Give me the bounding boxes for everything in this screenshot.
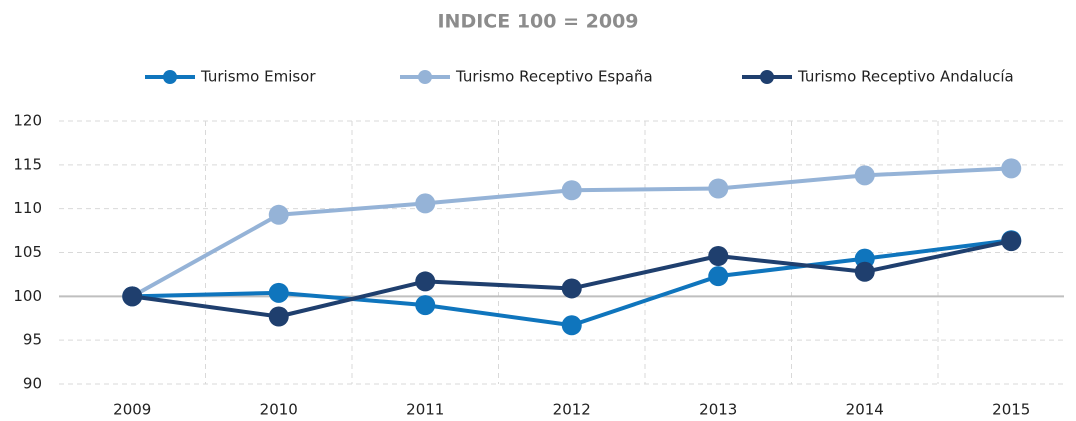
legend-marker bbox=[418, 70, 432, 84]
x-tick-label: 2013 bbox=[699, 401, 737, 419]
y-tick-label: 115 bbox=[13, 155, 42, 173]
data-point bbox=[122, 286, 143, 307]
y-tick-label: 105 bbox=[13, 243, 42, 261]
x-tick-label: 2015 bbox=[992, 401, 1030, 419]
data-point bbox=[268, 306, 289, 327]
data-point bbox=[561, 315, 582, 336]
y-tick-label: 110 bbox=[13, 199, 42, 217]
x-tick-label: 2014 bbox=[846, 401, 884, 419]
data-point bbox=[854, 165, 875, 186]
y-tick-label: 90 bbox=[23, 375, 42, 393]
x-tick-label: 2011 bbox=[406, 401, 444, 419]
data-point bbox=[561, 278, 582, 299]
data-point bbox=[1001, 158, 1022, 179]
chart-title: INDICE 100 = 2009 bbox=[437, 11, 638, 33]
data-point bbox=[854, 261, 875, 282]
y-tick-label: 120 bbox=[13, 112, 42, 130]
data-point bbox=[415, 295, 436, 316]
y-tick-label: 100 bbox=[13, 287, 42, 305]
data-point bbox=[708, 178, 729, 199]
data-point bbox=[708, 266, 729, 287]
data-point bbox=[708, 246, 729, 267]
x-tick-label: 2010 bbox=[260, 401, 298, 419]
data-point bbox=[561, 180, 582, 201]
data-point bbox=[415, 193, 436, 214]
legend-marker bbox=[163, 70, 177, 84]
data-point bbox=[1001, 231, 1022, 252]
y-tick-label: 95 bbox=[23, 331, 42, 349]
x-tick-label: 2012 bbox=[553, 401, 591, 419]
legend-marker bbox=[760, 70, 774, 84]
data-point bbox=[268, 204, 289, 225]
data-point bbox=[268, 282, 289, 303]
legend-label: Turismo Receptivo España bbox=[455, 68, 653, 86]
x-tick-label: 2009 bbox=[113, 401, 151, 419]
legend-label: Turismo Emisor bbox=[200, 68, 316, 86]
legend-label: Turismo Receptivo Andalucía bbox=[797, 68, 1014, 86]
data-point bbox=[415, 271, 436, 292]
